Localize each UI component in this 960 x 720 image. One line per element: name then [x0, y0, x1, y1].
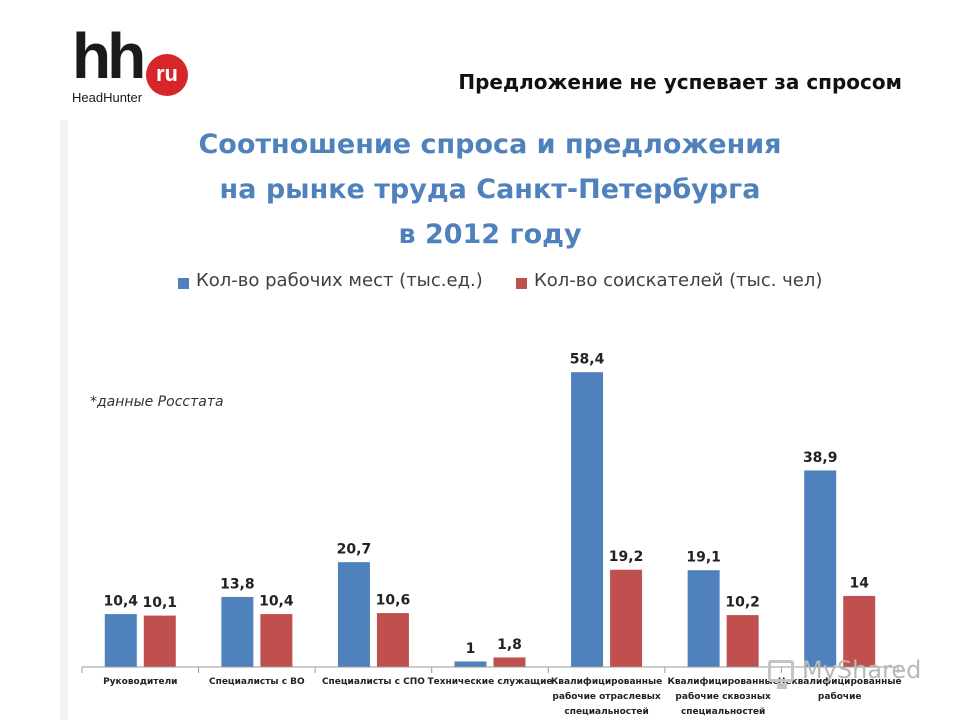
watermark-text: MyShared	[802, 656, 922, 684]
data-label-s1-c4: 1	[466, 641, 476, 657]
slide-headline: Предложение не успевает за спросом	[458, 70, 902, 94]
data-label-s1-c2: 13,8	[220, 576, 255, 592]
category-label-c5-line1: Квалифицированные	[551, 677, 662, 687]
bar-s2-c6	[726, 615, 759, 668]
bar-s2-c1	[143, 615, 176, 668]
data-label-s2-c3: 10,6	[376, 593, 411, 609]
data-label-s1-c1: 10,4	[104, 594, 139, 610]
source-note: *данные Росстата	[90, 394, 224, 410]
category-label-c6-line2: рабочие сквозных	[675, 691, 771, 702]
bar-s2-c5	[610, 569, 643, 668]
legend-label-series-2: Кол-во соискателей (тыс. чел)	[534, 270, 823, 291]
logo-hh-text: hh	[72, 20, 146, 92]
bar-s1-c4	[454, 661, 487, 668]
data-label-s2-c6: 10,2	[725, 595, 760, 611]
bar-s2-c7	[843, 595, 876, 668]
logo-subtitle: HeadHunter	[72, 90, 143, 105]
bar-s2-c3	[376, 613, 409, 668]
bar-s2-c2	[260, 614, 293, 668]
category-label-c5-line3: специальностей	[564, 707, 648, 717]
watermark: MyShared	[768, 656, 928, 690]
legend-swatch-series-1	[178, 278, 189, 289]
chart-title-line-3: в 2012 году	[398, 219, 582, 250]
logo-ru-text: ru	[156, 61, 178, 86]
data-label-s2-c5: 19,2	[609, 549, 644, 565]
data-label-s2-c2: 10,4	[259, 594, 294, 610]
data-label-s2-c7: 14	[849, 575, 869, 591]
category-label-c7-line2: рабочие	[818, 691, 862, 702]
bar-s2-c4	[493, 657, 526, 668]
data-label-s1-c6: 19,1	[686, 550, 721, 566]
data-label-s2-c1: 10,1	[143, 595, 178, 611]
category-label-c3-line1: Специалисты с СПО	[322, 677, 425, 687]
category-label-c1-line1: Руководители	[103, 677, 177, 687]
legend-label-series-1: Кол-во рабочих мест (тыс.ед.)	[196, 270, 483, 291]
bar-s1-c6	[687, 570, 720, 668]
category-label-c6-line3: специальностей	[681, 707, 765, 717]
category-label-c5-line2: рабочие отраслевых	[552, 691, 660, 702]
category-label-c6-line1: Квалифицированные	[667, 677, 778, 687]
headhunter-logo: hh ru HeadHunter	[72, 24, 202, 108]
chart-title-line-2: на рынке труда Санкт-Петербурга	[219, 174, 761, 205]
category-label-c7-line1: Неквалифицированные	[778, 677, 902, 687]
data-label-s1-c3: 20,7	[337, 542, 372, 558]
bar-s1-c5	[571, 372, 604, 668]
logo-ru-badge: ru	[146, 54, 188, 96]
category-label-c2-line1: Специалисты с ВО	[209, 677, 305, 687]
bar-s1-c1	[104, 614, 137, 668]
bar-s1-c7	[804, 470, 837, 668]
category-label-c4-line1: Технические служащие	[427, 677, 552, 687]
bar-s1-c3	[337, 562, 370, 668]
chart-title-line-1: Соотношение спроса и предложения	[198, 129, 782, 160]
legend-swatch-series-2	[516, 278, 527, 289]
data-label-s2-c4: 1,8	[497, 637, 522, 653]
data-label-s1-c5: 58,4	[570, 352, 605, 368]
bar-s1-c2	[221, 596, 254, 668]
presentation-screen-icon	[768, 660, 794, 689]
data-label-s1-c7: 38,9	[803, 450, 838, 466]
slide-margin-strip	[60, 120, 68, 720]
chart-title: Соотношение спроса и предложения на рынк…	[130, 122, 850, 257]
